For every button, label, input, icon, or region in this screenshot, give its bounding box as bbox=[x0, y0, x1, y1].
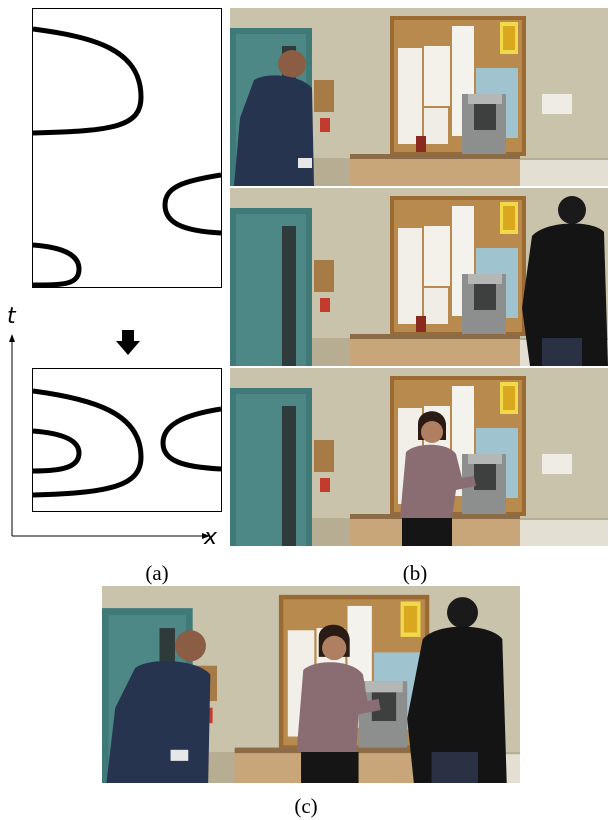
input-frame-3 bbox=[230, 368, 608, 546]
synopsis-person-man-blue bbox=[106, 630, 211, 783]
synopsis-person-man-black bbox=[407, 597, 507, 783]
output-tubes-diagram bbox=[32, 368, 222, 512]
person-man-black bbox=[522, 196, 608, 366]
tube-curve-3 bbox=[33, 242, 82, 287]
input-frame-2 bbox=[230, 188, 608, 366]
synopsis-frame bbox=[102, 586, 520, 783]
t-x-axes bbox=[9, 334, 210, 539]
x-axis-label: x bbox=[204, 525, 218, 550]
caption-b: (b) bbox=[402, 561, 428, 585]
person-man-blue bbox=[234, 50, 314, 186]
synopsis-person-woman bbox=[296, 624, 381, 783]
input-tubes-diagram bbox=[32, 8, 222, 288]
input-frame-1 bbox=[230, 8, 608, 186]
tube-curve-1 bbox=[33, 26, 144, 136]
t-axis-label: t bbox=[7, 304, 16, 329]
tube-curve-2 bbox=[162, 172, 221, 236]
caption-a: (a) bbox=[145, 561, 169, 585]
tube-curve-inner bbox=[33, 428, 82, 474]
tube-curve-right bbox=[160, 406, 221, 472]
tube-curve-outer bbox=[33, 388, 144, 498]
person-woman bbox=[400, 411, 476, 546]
down-arrow-icon bbox=[116, 330, 140, 355]
caption-c: (c) bbox=[294, 794, 318, 818]
